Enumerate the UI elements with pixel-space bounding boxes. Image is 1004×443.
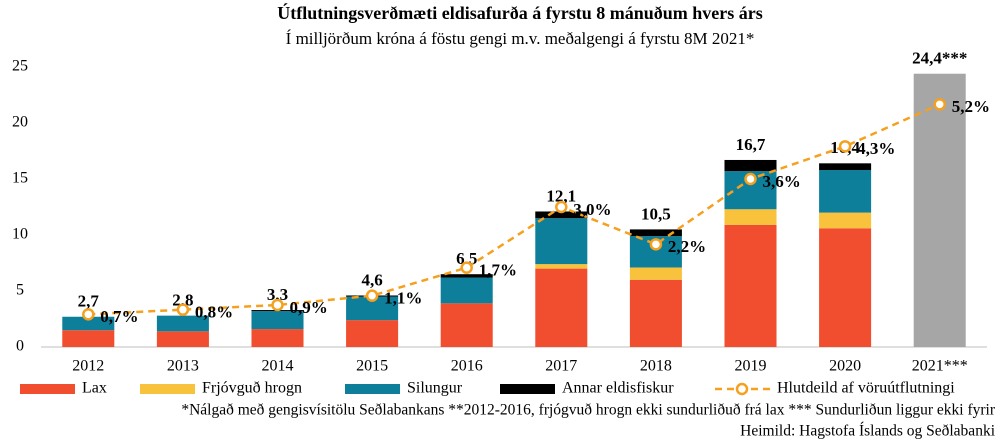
bar-segment [156, 315, 209, 332]
share-marker [555, 200, 568, 214]
y-tick-label: 10 [12, 226, 28, 243]
x-tick-label: 2018 [640, 358, 672, 375]
bar-segment [440, 303, 493, 347]
bar-segment [629, 229, 682, 237]
source: Heimild: Hagstofa Íslands og Seðlabanki [740, 423, 996, 440]
legend-label: Lax [82, 380, 107, 397]
share-marker [933, 98, 946, 111]
chart-subtitle: Í milljörðum króna á föstu gengi m.v. me… [286, 29, 755, 48]
x-tick-label: 2016 [451, 358, 483, 375]
share-label: 2,2% [668, 237, 706, 256]
chart-title: Útflutningsverðmæti eldisafurða á fyrstu… [277, 2, 763, 23]
total-label: 4,6 [361, 270, 382, 289]
bar-segment [440, 274, 493, 278]
y-tick-label: 15 [12, 170, 28, 187]
share-marker [365, 289, 379, 302]
y-tick-label: 25 [12, 58, 28, 75]
x-tick-label: 2020 [829, 358, 861, 375]
x-tick-label: 2013 [167, 358, 199, 375]
bar-segment [251, 329, 304, 347]
share-marker [271, 298, 284, 312]
total-label: 10,5 [641, 204, 671, 223]
bar-segment [346, 320, 399, 347]
bar-segment [819, 170, 872, 213]
bar-segment [913, 73, 966, 347]
bar-segment [535, 264, 588, 269]
bar-segment [724, 209, 777, 225]
share-label: 1,1% [384, 289, 422, 308]
bar-segment [535, 268, 588, 347]
share-label: 5,2% [952, 97, 990, 116]
x-tick-label: 2019 [735, 358, 767, 375]
bar-segment [629, 267, 682, 280]
total-label: 12,1 [546, 186, 576, 205]
bar-segment [535, 218, 588, 265]
share-label: 3,6% [763, 172, 801, 191]
legend-swatch [140, 384, 195, 394]
legend-swatch [20, 384, 75, 394]
y-tick-label: 5 [16, 282, 24, 299]
legend-label: Hlutdeild af vöruútflutningi [777, 380, 955, 397]
bar-segment [629, 279, 682, 347]
y-tick-label: 0 [16, 338, 24, 355]
x-tick-label: 2021*** [912, 358, 968, 375]
share-label: 1,7% [479, 261, 517, 280]
share-marker [460, 261, 473, 274]
x-tick-label: 2017 [545, 358, 577, 375]
share-label: 4,3% [857, 139, 895, 158]
footnote: *Nálgað með gengisvísitölu Seðlabankans … [181, 402, 995, 419]
bar-segment [819, 212, 872, 229]
total-label: 2,8 [172, 291, 193, 310]
total-label: 24,4*** [912, 49, 967, 68]
bar-segment [724, 224, 777, 347]
share-line [88, 103, 941, 316]
share-marker [176, 303, 190, 316]
x-tick-label: 2015 [356, 358, 388, 375]
bar-segment [62, 316, 115, 331]
bar-segment [62, 330, 115, 347]
share-marker [838, 140, 852, 153]
legend-label: Frjóvguð hrogn [202, 380, 302, 397]
share-label: 0,8% [195, 303, 233, 322]
share-label: 0,9% [290, 298, 328, 317]
legend-swatch [345, 384, 400, 394]
bar-segment [535, 211, 588, 219]
share-marker [649, 238, 663, 251]
total-label: 2,7 [78, 292, 100, 311]
total-label: 3,3 [267, 285, 288, 304]
bar-segment [346, 296, 399, 321]
legend-marker [735, 382, 749, 396]
x-tick-label: 2012 [72, 358, 104, 375]
share-marker [82, 308, 95, 321]
bar-segment [440, 277, 493, 304]
bar-segment [724, 159, 777, 172]
share-marker [744, 172, 757, 186]
legend-swatch [500, 384, 555, 394]
bar-segment [251, 311, 304, 330]
bar-segment [819, 163, 872, 171]
total-label: 16,7 [736, 135, 766, 154]
y-tick-label: 20 [12, 114, 28, 131]
share-label: 3,0% [573, 200, 611, 219]
bar-segment [819, 228, 872, 347]
legend-label: Silungur [407, 380, 463, 397]
legend-label: Annar eldisfiskur [562, 380, 674, 397]
x-tick-label: 2014 [262, 358, 294, 375]
share-label: 0,7% [100, 307, 138, 326]
bar-segment [156, 331, 209, 347]
